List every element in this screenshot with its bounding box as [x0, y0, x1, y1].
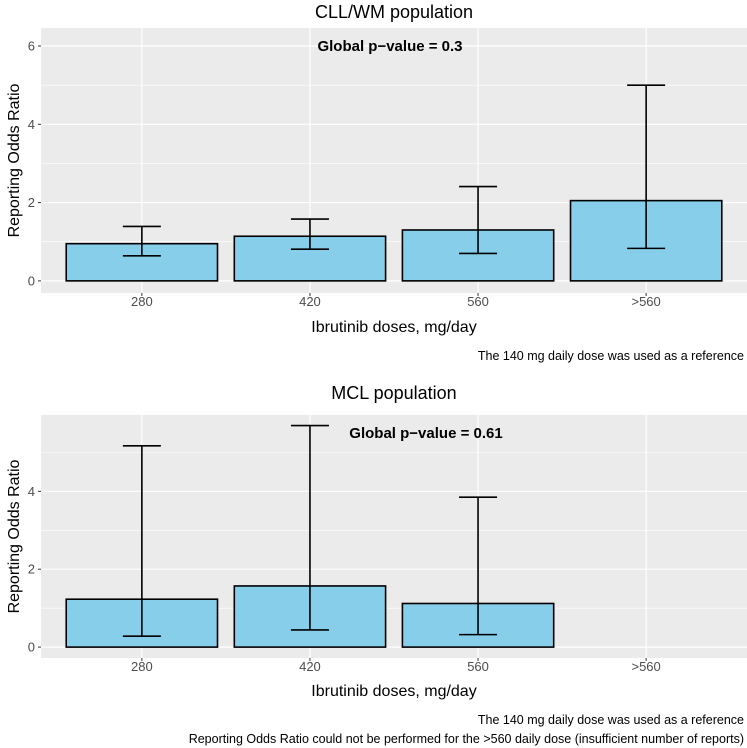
x-axis-title: Ibrutinib doses, mg/day	[311, 319, 476, 336]
y-tick-label: 0	[28, 640, 35, 655]
x-tick-label: 560	[467, 659, 489, 674]
y-axis-title: Reporting Odds Ratio	[6, 83, 23, 237]
panel-title: MCL population	[331, 383, 456, 403]
caption: The 140 mg daily dose was used as a refe…	[478, 713, 744, 727]
p-value-annotation: Global p−value = 0.61	[349, 425, 502, 442]
p-value-annotation: Global p−value = 0.3	[317, 38, 462, 55]
x-tick-label: 420	[299, 659, 321, 674]
y-axis-title: Reporting Odds Ratio	[6, 459, 23, 613]
x-tick-label: 280	[131, 659, 153, 674]
panel-1: 0 2 4 6 280 420 560 >560 Global p−value = 0.3 CLL…	[6, 2, 747, 363]
x-axis-title: Ibrutinib doses, mg/day	[311, 683, 476, 700]
caption: The 140 mg daily dose was used as a refe…	[478, 349, 744, 363]
y-tick-label: 2	[28, 195, 35, 210]
x-tick-label: 280	[131, 294, 153, 309]
y-tick-label: 2	[28, 562, 35, 577]
x-tick-label: 560	[467, 294, 489, 309]
caption: Reporting Odds Ratio could not be perfor…	[189, 732, 744, 746]
y-tick-label: 0	[28, 273, 35, 288]
y-tick-label: 6	[28, 39, 35, 54]
x-tick-label: >560	[631, 294, 660, 309]
panel-title: CLL/WM population	[315, 2, 473, 22]
x-tick-label: 420	[299, 294, 321, 309]
x-tick-label: >560	[631, 659, 660, 674]
y-tick-label: 4	[28, 484, 35, 499]
y-tick-label: 4	[28, 117, 35, 132]
panel-2: 0 2 4 280 420 560 >560 Global p−value = 0.61 MCL…	[6, 383, 747, 746]
